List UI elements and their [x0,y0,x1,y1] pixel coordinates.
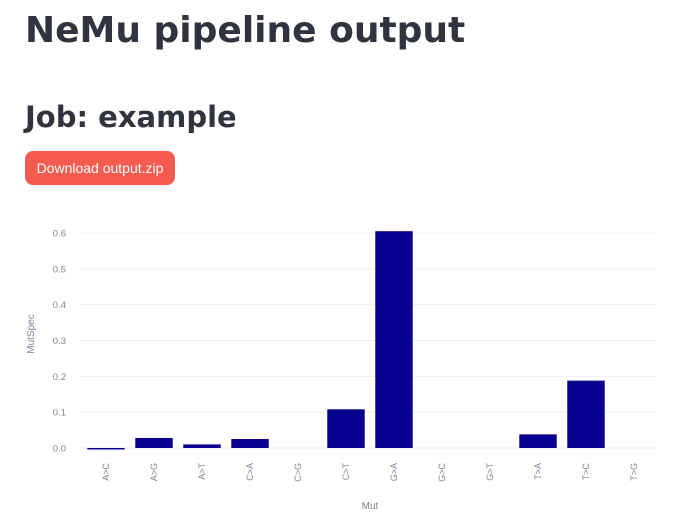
job-title: Job: example [25,100,237,134]
x-tick-label: G>C [437,463,447,482]
x-tick-labels: A>C A>G A>T C>A C>G C>T G>A G>C G>T T>A T>C T>G [101,463,639,482]
x-tick-label: A>T [197,463,207,480]
bar-A-to-T[interactable] [183,444,221,448]
bar-T-to-C[interactable] [567,380,605,448]
bar-C-to-A[interactable] [231,439,269,448]
y-tick-label: 0.0 [53,444,66,455]
y-tick-label: 0.4 [53,300,66,311]
y-tick-label: 0.5 [53,264,66,275]
grid-lines [80,232,658,449]
x-tick-label: C>A [245,463,255,481]
y-tick-label: 0.1 [53,408,66,419]
x-tick-label: G>A [389,463,399,481]
x-tick-label: G>T [485,463,495,481]
x-tick-label: C>T [341,463,351,481]
page-title: NeMu pipeline output [25,10,466,51]
x-tick-label: T>C [581,463,591,481]
mutspec-chart-svg: 0.0 0.1 0.2 0.3 0.4 0.5 0.6 A>C A>G A>T C>A C>G C>T… [26,229,658,512]
bars [87,231,605,450]
y-tick-labels: 0.0 0.1 0.2 0.3 0.4 0.5 0.6 [53,229,66,455]
mutspec-chart: 0.0 0.1 0.2 0.3 0.4 0.5 0.6 A>C A>G A>T C>A C>G C>T… [0,210,684,521]
x-tick-label: A>C [101,463,111,481]
bar-C-to-T[interactable] [327,409,365,448]
y-axis-label: MutSpec [26,314,37,353]
y-tick-label: 0.6 [53,229,66,240]
x-tick-label: T>G [629,463,639,481]
bar-A-to-C[interactable] [87,448,125,450]
download-output-button[interactable]: Download output.zip [25,151,175,185]
bar-G-to-A[interactable] [375,231,413,448]
y-tick-label: 0.3 [53,336,66,347]
bar-T-to-A[interactable] [519,434,557,448]
x-tick-label: T>A [533,463,543,480]
x-tick-label: C>G [293,463,303,482]
y-tick-label: 0.2 [53,372,66,383]
x-axis-label: Mut [362,501,379,512]
x-tick-label: A>G [149,463,159,481]
bar-A-to-G[interactable] [135,437,173,448]
